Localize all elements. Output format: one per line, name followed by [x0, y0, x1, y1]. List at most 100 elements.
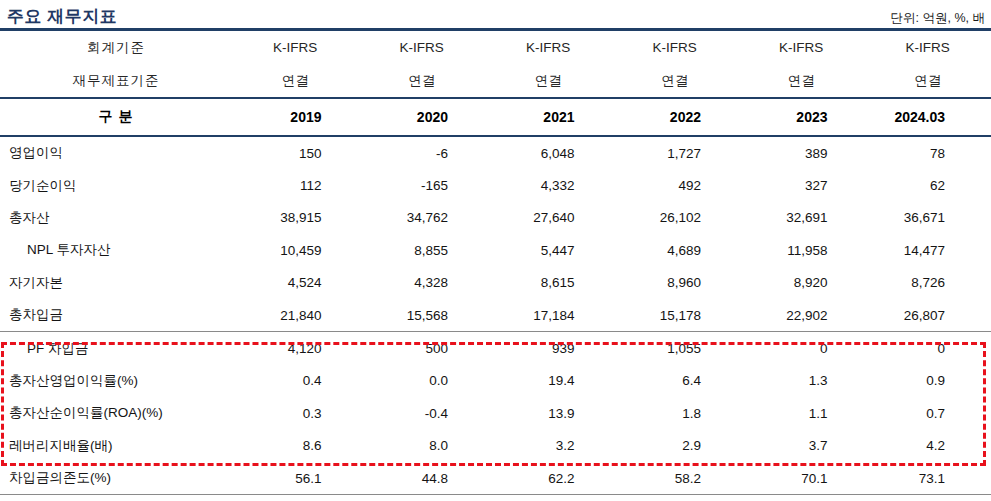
cell-value: 27,640: [485, 202, 612, 234]
cell-value: 11,958: [738, 234, 865, 266]
cell-value: 34,762: [359, 202, 486, 234]
statement-basis-row: 재무제표기준 연결 연결 연결 연결 연결 연결: [0, 64, 991, 98]
row-label: 차입금의존도(%): [0, 462, 232, 495]
cell-value: 1.2: [865, 495, 991, 501]
cell-value: 2.3: [612, 495, 739, 501]
year-header: 2022: [612, 98, 739, 136]
cell-value: 1.8: [612, 397, 739, 429]
cell-value: 5.1: [485, 495, 612, 501]
year-header: 2021: [485, 98, 612, 136]
cell-value: 1,727: [612, 136, 739, 169]
cell-value: 38,915: [232, 202, 359, 234]
accounting-standard-value: K-IFRS: [485, 31, 612, 64]
table-row-total-assets: 총자산 38,915 34,762 27,640 26,102 32,691 3…: [0, 202, 991, 234]
table-row-operating-margin-on-assets: 총자산영업이익률(%) 0.4 0.0 19.4 6.4 1.3 0.9: [0, 365, 991, 397]
cell-value: 78: [865, 136, 991, 169]
cell-value: 0.7: [232, 495, 359, 501]
statement-basis-value: 연결: [359, 64, 486, 98]
row-label: 총자산영업이익률(%): [0, 365, 232, 397]
cell-value: 5,447: [485, 234, 612, 266]
cell-value: 14,477: [865, 234, 991, 266]
table-row-total-borrowings: 총차입금 21,840 15,568 17,184 15,178 22,902 …: [0, 299, 991, 332]
year-header: 2019: [232, 98, 359, 136]
cell-value: 73.1: [865, 462, 991, 495]
table-row-npl-investment-assets: NPL 투자자산 10,459 8,855 5,447 4,689 11,958…: [0, 234, 991, 266]
page-title: 주요 재무지표: [7, 5, 117, 28]
cell-value: 0.9: [865, 365, 991, 397]
cell-value: 8.6: [232, 430, 359, 462]
cell-value: 327: [738, 169, 865, 201]
cell-value: 0.0: [359, 365, 486, 397]
cell-value: 10,459: [232, 234, 359, 266]
cell-value: 3.2: [485, 430, 612, 462]
cell-value: 22,902: [738, 299, 865, 332]
cell-value: 44.8: [359, 462, 486, 495]
financial-indicators-table: 회계기준 K-IFRS K-IFRS K-IFRS K-IFRS K-IFRS …: [0, 31, 991, 501]
statement-basis-label: 재무제표기준: [0, 64, 232, 98]
cell-value: 2.9: [612, 430, 739, 462]
cell-value: 8,960: [612, 267, 739, 299]
cell-value: 1.3: [738, 365, 865, 397]
table-row-roa: 총자산순이익률(ROA)(%) 0.3 -0.4 13.9 1.8 1.1 0.…: [0, 397, 991, 429]
accounting-standard-value: K-IFRS: [612, 31, 739, 64]
cell-value: 0: [865, 332, 991, 365]
cell-value: 0: [738, 332, 865, 365]
row-label: 레버리지배율(배): [0, 430, 232, 462]
accounting-standard-value: K-IFRS: [359, 31, 486, 64]
cell-value: 62.2: [485, 462, 612, 495]
year-header: 2020: [359, 98, 486, 136]
cell-value: 36,671: [865, 202, 991, 234]
table-row-debt-dependency: 차입금의존도(%) 56.1 44.8 62.2 58.2 70.1 73.1: [0, 462, 991, 495]
table-row-leverage-ratio: 레버리지배율(배) 8.6 8.0 3.2 2.9 3.7 4.2: [0, 430, 991, 462]
report-page: 주요 재무지표 단위: 억원, %, 배 회계기준 K-IFRS K-IFRS …: [0, 0, 991, 501]
cell-value: 8.0: [359, 430, 486, 462]
cell-value: 17,184: [485, 299, 612, 332]
row-label: NPL 투자자산: [0, 234, 232, 266]
table-header-bar: 주요 재무지표 단위: 억원, %, 배: [0, 0, 991, 28]
cell-value: 19.4: [485, 365, 612, 397]
row-label: 영업이익: [0, 136, 232, 169]
cell-value: 6,048: [485, 136, 612, 169]
accounting-standard-label: 회계기준: [0, 31, 232, 64]
row-label: 총차입금: [0, 299, 232, 332]
cell-value: -165: [359, 169, 486, 201]
cell-value: -6: [359, 136, 486, 169]
cell-value: 26,102: [612, 202, 739, 234]
cell-value: 0.3: [232, 397, 359, 429]
cell-value: 1.1: [738, 397, 865, 429]
row-label: 자기자본: [0, 267, 232, 299]
cell-value: 8,855: [359, 234, 486, 266]
cell-value: 58.2: [612, 462, 739, 495]
cell-value: 26,807: [865, 299, 991, 332]
section-label: 구 분: [0, 98, 232, 136]
year-header: 2023: [738, 98, 865, 136]
cell-value: 4,689: [612, 234, 739, 266]
cell-value: -0.4: [359, 397, 486, 429]
cell-value: 4,332: [485, 169, 612, 201]
cell-value: 4,328: [359, 267, 486, 299]
row-label: 총자산: [0, 202, 232, 234]
statement-basis-value: 연결: [232, 64, 359, 98]
cell-value: 0.7: [359, 495, 486, 501]
accounting-standard-value: K-IFRS: [738, 31, 865, 64]
accounting-standard-value: K-IFRS: [232, 31, 359, 64]
table-row-operating-profit: 영업이익 150 -6 6,048 1,727 389 78: [0, 136, 991, 169]
cell-value: 389: [738, 136, 865, 169]
year-header: 2024.03: [865, 98, 991, 136]
cell-value: 0.4: [232, 365, 359, 397]
cell-value: 62: [865, 169, 991, 201]
table-row-pf-borrowings: PF 차입금 4,120 500 939 1,055 0 0: [0, 332, 991, 365]
cell-value: 15,178: [612, 299, 739, 332]
table-row-roa-peer: ROA(Peer) 0.7 0.7 5.1 2.3 1.2 1.2: [0, 495, 991, 501]
cell-value: 4.2: [865, 430, 991, 462]
cell-value: 13.9: [485, 397, 612, 429]
cell-value: 500: [359, 332, 486, 365]
cell-value: 70.1: [738, 462, 865, 495]
accounting-standard-value: K-IFRS: [865, 31, 991, 64]
table-row-equity: 자기자본 4,524 4,328 8,615 8,960 8,920 8,726: [0, 267, 991, 299]
cell-value: 3.7: [738, 430, 865, 462]
statement-basis-value: 연결: [485, 64, 612, 98]
cell-value: 1.2: [738, 495, 865, 501]
statement-basis-value: 연결: [612, 64, 739, 98]
table-row-net-income: 당기순이익 112 -165 4,332 492 327 62: [0, 169, 991, 201]
